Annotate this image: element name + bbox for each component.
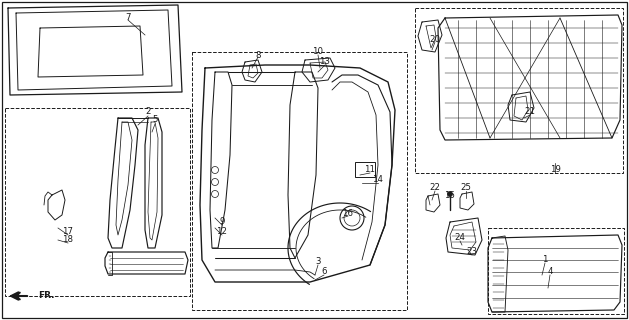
Text: 5: 5 [152,116,158,124]
Text: 6: 6 [321,268,326,276]
Text: 14: 14 [372,175,384,185]
Bar [488,228,624,314]
Text: 8: 8 [255,51,261,60]
Text: 16: 16 [343,209,353,218]
Text: 15: 15 [445,191,455,201]
Text: 20: 20 [430,36,440,44]
Text: 13: 13 [320,58,330,67]
Text: 22: 22 [430,183,440,193]
Text: 7: 7 [125,13,131,22]
Text: 1: 1 [542,255,548,265]
Text: 21: 21 [525,108,535,116]
Text: 12: 12 [216,228,228,236]
Text: 10: 10 [313,47,323,57]
Bar [5,108,190,296]
Circle shape [447,191,452,196]
Bar [415,8,623,173]
Text: FR.: FR. [38,292,55,300]
Text: 25: 25 [460,183,472,193]
Text: 9: 9 [220,218,225,227]
Text: 3: 3 [315,258,321,267]
Text: 4: 4 [547,268,553,276]
Text: 11: 11 [364,165,376,174]
Text: 23: 23 [467,247,477,257]
Bar [192,52,407,310]
Text: 19: 19 [550,165,560,174]
Text: 18: 18 [62,236,74,244]
Text: 24: 24 [455,234,465,243]
Text: 2: 2 [145,108,151,116]
Bar [355,162,375,177]
Text: 17: 17 [62,228,74,236]
